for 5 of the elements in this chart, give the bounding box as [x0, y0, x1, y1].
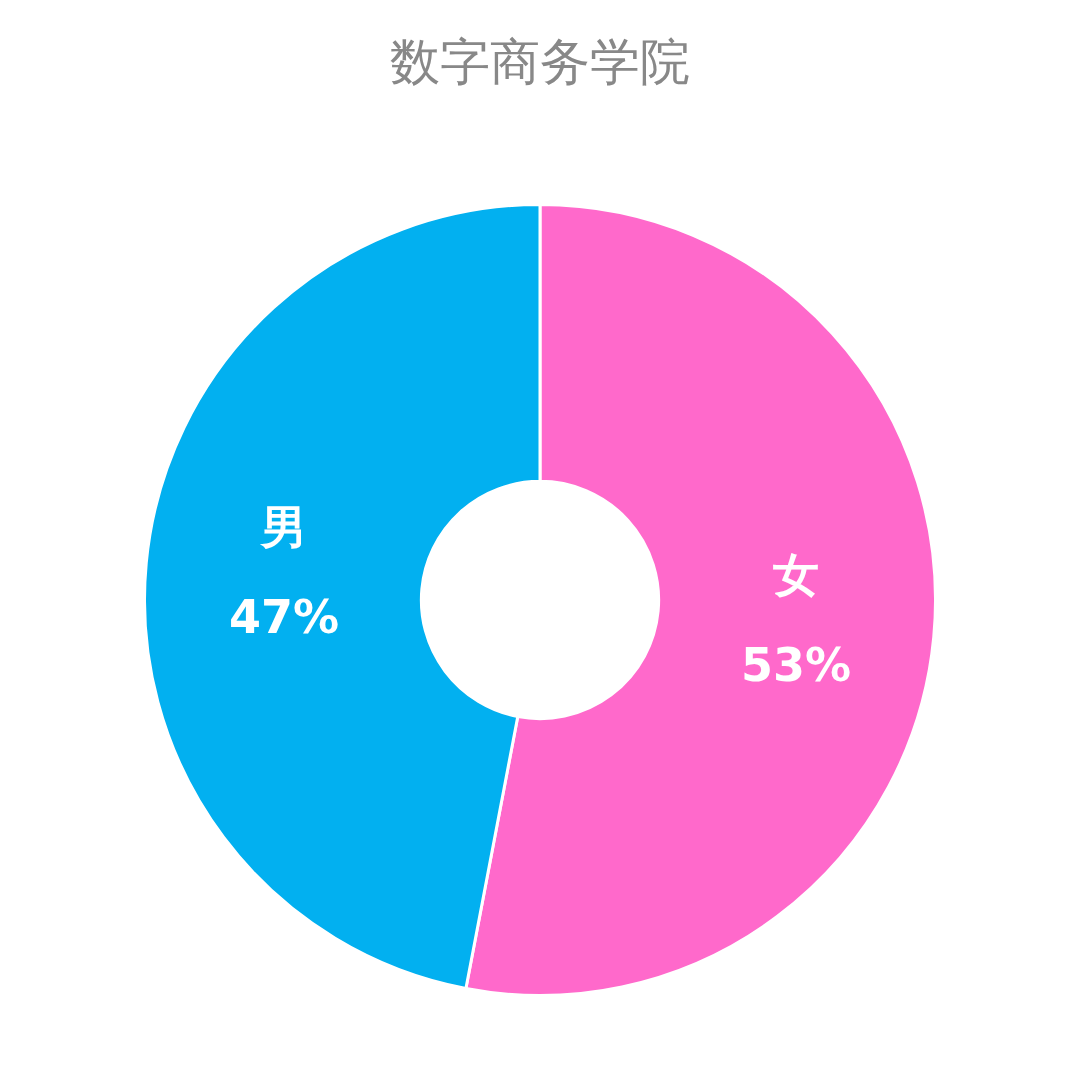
data-label: 47% [229, 589, 340, 644]
data-label: 53% [740, 638, 851, 693]
slice-label: 女 [772, 548, 819, 603]
chart-title: 数字商务学院 [390, 32, 690, 91]
slice-label: 男 [259, 499, 308, 554]
